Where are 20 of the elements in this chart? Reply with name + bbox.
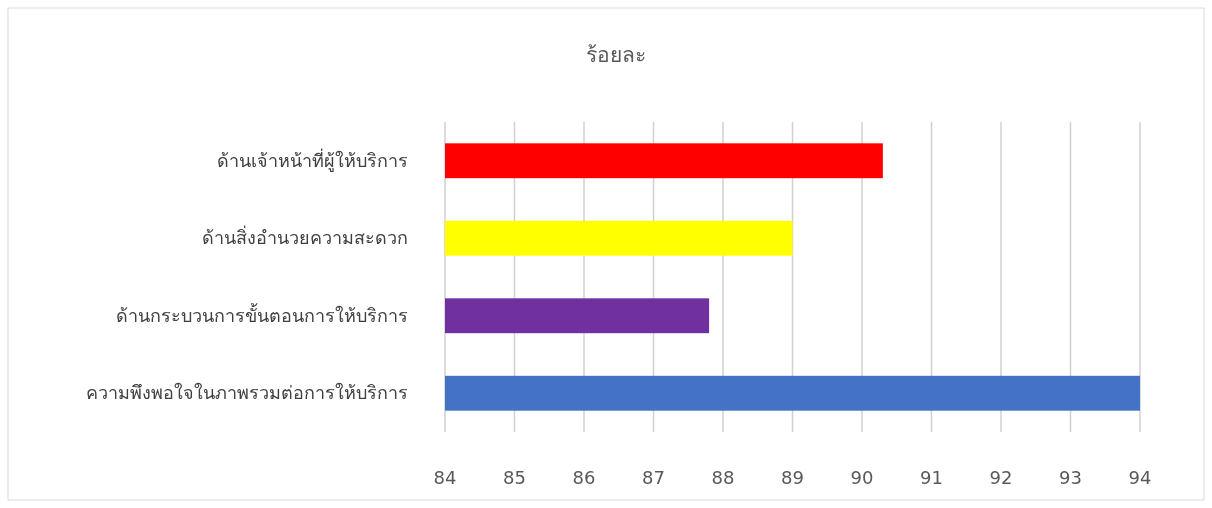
bar (445, 375, 1140, 411)
x-tick-label: 84 (433, 467, 457, 488)
bar (445, 220, 793, 256)
chart-title: ร้อยละ (586, 43, 646, 67)
x-tick-label: 91 (920, 467, 943, 488)
bar (445, 298, 710, 334)
x-tick-label: 88 (711, 467, 735, 488)
x-tick-label: 93 (1059, 467, 1082, 488)
x-tick-label: 86 (572, 467, 596, 488)
y-tick-label: ความพึงพอใจในภาพรวมต่อการให้บริการ (86, 382, 408, 404)
x-tick-label: 90 (850, 467, 874, 488)
x-tick-label: 94 (1128, 467, 1152, 488)
bar (445, 143, 883, 179)
y-tick-label: ด้านสิ่งอำนวยความสะดวก (202, 225, 408, 249)
x-tick-label: 92 (989, 467, 1013, 488)
x-tick-label: 89 (781, 467, 804, 488)
x-tick-label: 87 (642, 467, 665, 488)
x-tick-label: 85 (503, 467, 526, 488)
y-tick-label: ด้านกระบวนการขั้นตอนการให้บริการ (116, 302, 408, 326)
y-tick-label: ด้านเจ้าหน้าที่ผู้ให้บริการ (217, 147, 408, 172)
